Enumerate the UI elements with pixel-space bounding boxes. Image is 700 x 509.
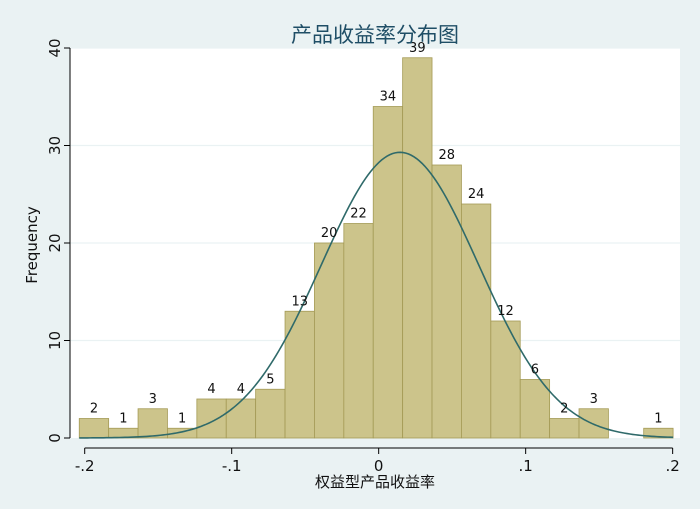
bar: [402, 57, 433, 439]
bar: [578, 408, 609, 439]
tick-labels: 0 10 20 30 40 -.2 -.1 0 .1 .2: [46, 38, 680, 475]
bar-count-label: 4: [237, 382, 245, 397]
x-tick-label: -.1: [222, 457, 242, 475]
y-axis-title: Frequency: [23, 206, 41, 284]
y-tick-label: 10: [46, 331, 64, 350]
bar-count-label: 1: [178, 411, 186, 426]
x-tick-label: .2: [665, 457, 679, 475]
bar-count-label: 28: [438, 148, 455, 163]
bar-count-label: 20: [321, 226, 338, 241]
y-tick-label: 0: [46, 433, 64, 443]
bar-count-label: 4: [207, 382, 215, 397]
bar-count-label: 1: [119, 411, 127, 426]
bar: [549, 418, 580, 439]
normal-density-curve: [79, 151, 674, 439]
bar-count-label: 2: [90, 402, 98, 417]
bar-count-label: 34: [380, 90, 397, 105]
bar: [343, 223, 374, 439]
bar-count-label: 3: [149, 392, 157, 407]
bar: [225, 398, 257, 439]
bar: [314, 242, 345, 439]
x-tick-label: .1: [519, 457, 533, 475]
bar-count-label: 2: [560, 402, 568, 417]
x-tick-label: 0: [374, 457, 384, 475]
axes: [64, 47, 674, 454]
bar: [372, 106, 404, 439]
x-axis-title: 权益型产品收益率: [315, 473, 435, 491]
bar: [255, 388, 286, 439]
bar-count-label: 39: [409, 41, 426, 56]
bar-count-label: 6: [531, 363, 539, 378]
bar-count-label: 12: [497, 304, 514, 319]
bar-count-label: 3: [590, 392, 598, 407]
bar: [461, 203, 492, 439]
x-tick-label: -.2: [75, 457, 95, 475]
y-tick-label: 40: [46, 38, 64, 57]
bar: [490, 320, 521, 439]
bar: [431, 164, 462, 439]
bar: [137, 408, 168, 439]
bars: [78, 57, 674, 439]
bar-count-label: 1: [654, 411, 662, 426]
y-tick-label: 20: [46, 233, 64, 252]
chart-title: 产品收益率分布图: [291, 23, 459, 47]
y-tick-label: 30: [46, 136, 64, 155]
bar-count-label: 24: [468, 187, 485, 202]
bar: [643, 427, 674, 439]
bar-count-label: 22: [350, 207, 367, 222]
bar: [519, 379, 551, 439]
bar-count-label: 13: [291, 294, 308, 309]
bar-count-label: 5: [266, 372, 274, 387]
bar: [78, 418, 110, 439]
bar: [196, 398, 227, 439]
